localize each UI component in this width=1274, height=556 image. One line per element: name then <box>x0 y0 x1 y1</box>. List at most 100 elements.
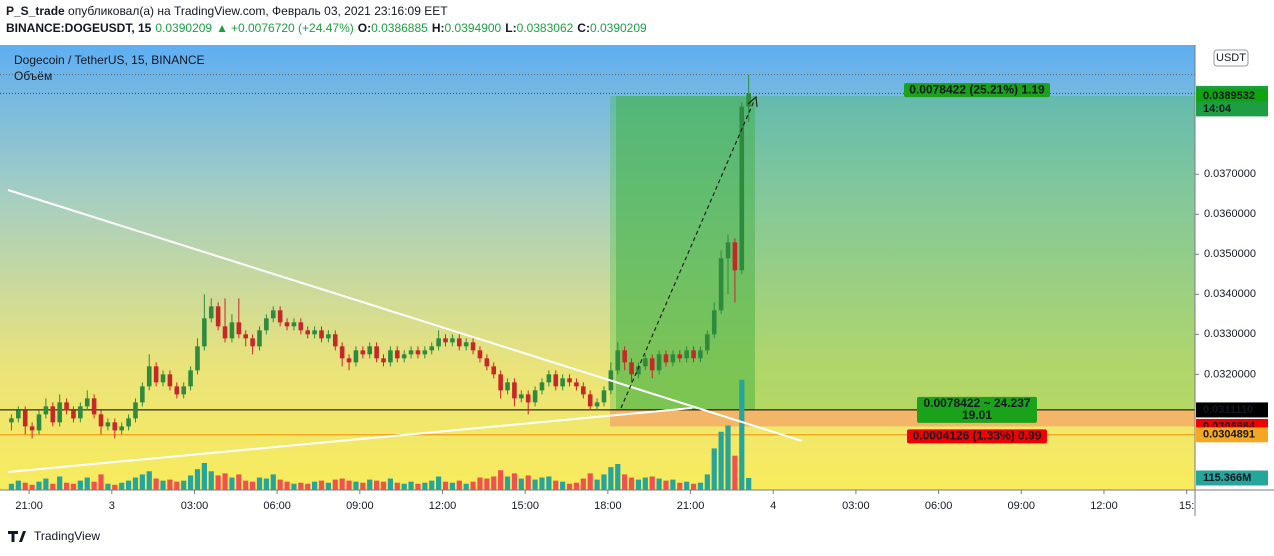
volume-bar <box>573 482 580 490</box>
change: +0.0076720 (+24.47%) <box>231 21 354 35</box>
currency[interactable]: USDT <box>1216 52 1246 64</box>
volume-bar <box>718 431 724 490</box>
candle-body <box>243 334 249 339</box>
volume-bar <box>367 479 373 490</box>
candle-body <box>705 334 710 351</box>
candle-body <box>663 354 669 363</box>
volume-bar <box>456 480 462 490</box>
candle-body <box>560 378 565 387</box>
y-tick-label: 0.0330000 <box>1204 328 1256 340</box>
candle-body <box>401 354 407 359</box>
price-label-box <box>1196 402 1268 418</box>
symbol: BINANCE:DOGEUSDT, 15 <box>6 21 152 35</box>
trend-line[interactable] <box>7 189 803 442</box>
volume-bar <box>50 483 56 490</box>
candle-body <box>153 366 159 383</box>
price-label: 0.0304891 <box>1203 429 1255 441</box>
candle-body <box>477 350 483 359</box>
volume-bar <box>325 482 331 490</box>
volume-bar <box>339 478 345 490</box>
candle-body <box>71 410 76 419</box>
candle-body <box>9 418 14 423</box>
candle-body <box>305 330 311 335</box>
x-tick-label: 06:00 <box>263 500 291 512</box>
volume-bar <box>360 482 366 490</box>
candle-body <box>160 374 166 383</box>
publish-line: P_S_trade опубликовал(а) на TradingView.… <box>6 4 448 18</box>
volume-bar <box>704 474 710 490</box>
entry-label: 19.01 <box>962 408 992 422</box>
candle-body <box>367 346 373 355</box>
volume-bar <box>670 479 676 490</box>
volume-bar <box>449 482 456 490</box>
volume-bar <box>298 482 304 490</box>
volume-bar <box>518 478 524 490</box>
trend-line[interactable] <box>7 407 693 473</box>
x-tick-label: 18:00 <box>594 500 622 512</box>
candle-body <box>105 422 111 427</box>
candle-body <box>629 362 634 375</box>
volume-bar <box>656 478 662 490</box>
candle-body <box>498 374 503 391</box>
volume <box>8 379 752 490</box>
volume-bar <box>277 479 283 490</box>
volume-bar <box>436 476 442 490</box>
candle-body <box>167 374 173 387</box>
candle-body <box>202 318 207 347</box>
candle-body <box>29 426 35 431</box>
candle-body <box>277 310 283 323</box>
label-box <box>917 396 1037 423</box>
brand[interactable]: TradingView <box>34 529 100 543</box>
author[interactable]: P_S_trade <box>6 4 65 18</box>
candle-body <box>195 346 200 371</box>
candle-body <box>698 350 703 359</box>
candles <box>9 74 751 439</box>
volume-bar <box>105 483 111 490</box>
candle-body <box>112 422 118 431</box>
volume-bar <box>291 483 297 490</box>
candle-body <box>581 386 586 395</box>
volume-bar <box>401 483 407 490</box>
candle-body <box>36 414 42 431</box>
drawings <box>7 95 803 473</box>
volume-bar <box>8 483 15 490</box>
ohlc-key: H: <box>432 21 445 35</box>
candle-body <box>119 426 124 431</box>
candle-body <box>512 382 517 399</box>
volume-bar <box>560 481 566 490</box>
candle-body <box>643 358 648 367</box>
candle-body <box>677 354 683 359</box>
volume-bar <box>697 482 704 490</box>
volume-bar <box>463 483 469 490</box>
volume-bar <box>208 471 214 490</box>
candle-body <box>711 310 717 335</box>
candle-body <box>718 258 724 311</box>
volume-bar <box>580 478 586 490</box>
volume-bar <box>601 474 607 490</box>
candle-body <box>291 322 297 327</box>
candle-body <box>229 322 235 339</box>
x-tick-label: 03:00 <box>842 500 870 512</box>
volume-bar <box>194 469 201 490</box>
time-axis: 21:00 3 03:00 06:00 09:00 12:00 15:00 18:00 21:0… <box>15 490 1194 512</box>
candle-body <box>443 338 448 343</box>
candle-body <box>298 322 304 331</box>
volume-bar <box>236 474 242 490</box>
candle-body <box>463 342 469 347</box>
volume-bar <box>566 483 573 490</box>
candle-body <box>181 386 186 395</box>
volume-bar <box>125 480 132 490</box>
volume-bar <box>649 476 655 490</box>
y-tick-label: 0.0370000 <box>1204 168 1256 180</box>
candle-body <box>98 414 104 427</box>
candle-body <box>319 330 324 339</box>
volume-bar <box>91 481 97 490</box>
volume-label: 115.366M <box>1203 472 1251 484</box>
x-tick-label: 4 <box>770 500 776 512</box>
y-tick-label: 0.0350000 <box>1204 248 1256 260</box>
currency-button[interactable] <box>1213 49 1249 67</box>
volume-bar <box>119 482 125 490</box>
candle-body <box>732 242 738 271</box>
